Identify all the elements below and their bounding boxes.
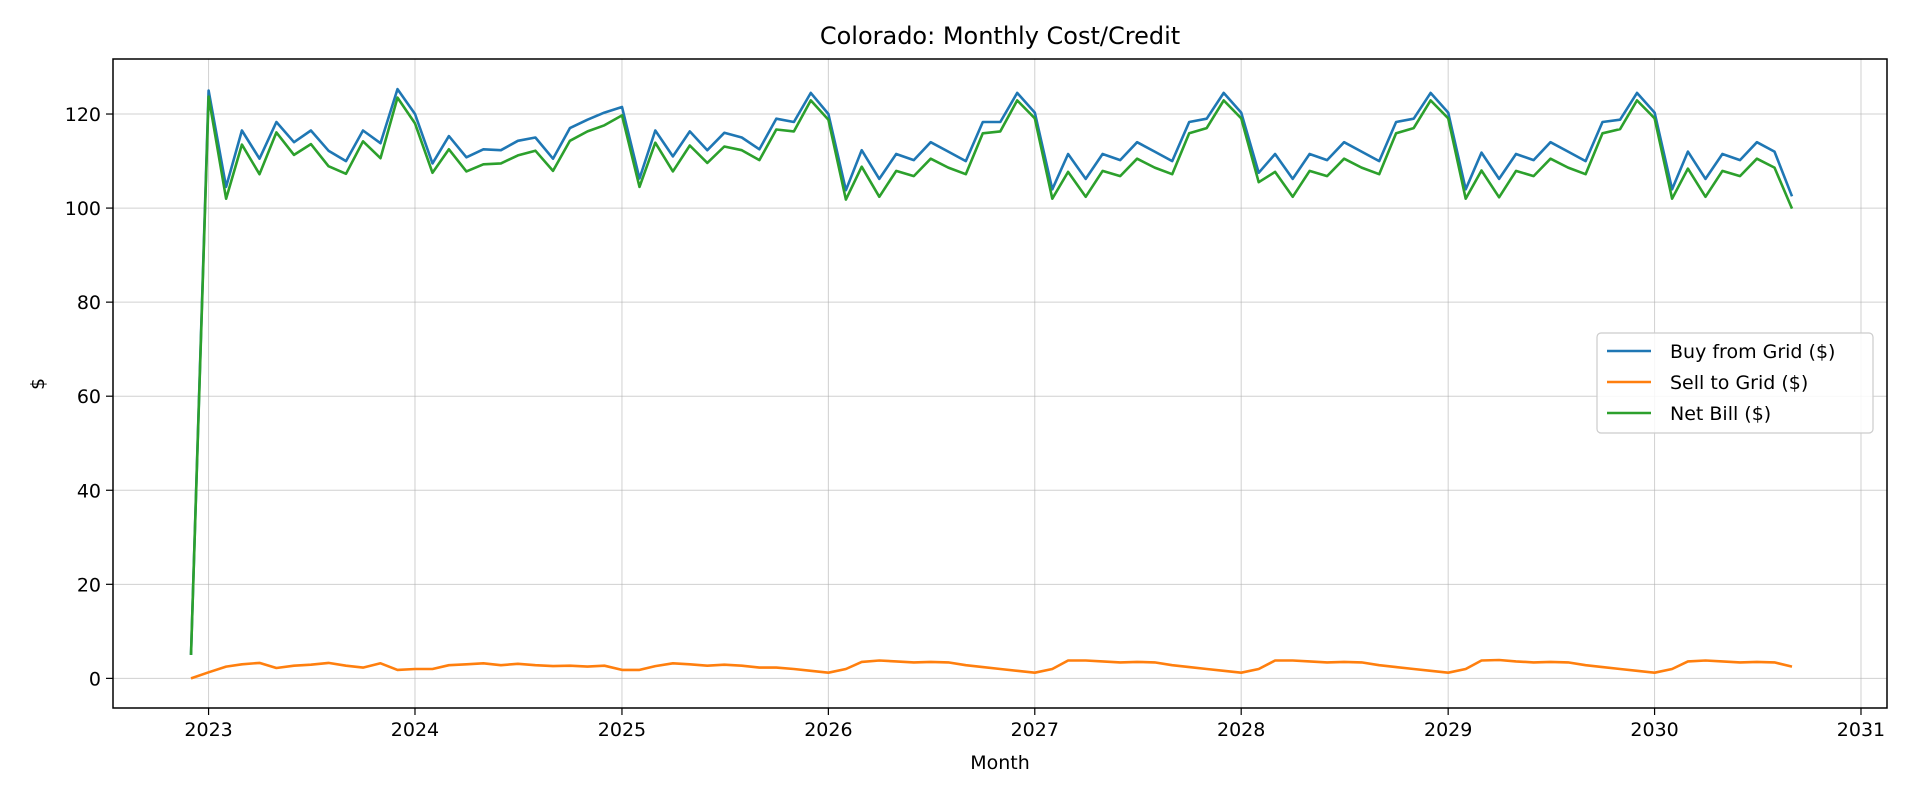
legend-label-2: Net Bill ($) xyxy=(1670,403,1771,425)
x-axis-ticks: 2023 2024 2025 2026 2027 2028 2029 2030 2031 xyxy=(184,708,1885,741)
series-line-0 xyxy=(189,87,1794,655)
series-line-2 xyxy=(189,95,1794,655)
legend-label-0: Buy from Grid ($) xyxy=(1670,341,1835,363)
y-tick-label: 20 xyxy=(77,574,101,596)
x-tick-label: 2030 xyxy=(1630,719,1678,741)
y-tick-label: 120 xyxy=(65,104,101,126)
y-axis-label: $ xyxy=(27,378,49,390)
legend: Buy from Grid ($) Sell to Grid ($) Net Bil… xyxy=(1596,332,1874,434)
x-tick-label: 2024 xyxy=(391,719,439,741)
chart-title: Colorado: Monthly Cost/Credit xyxy=(820,22,1180,50)
series-lines xyxy=(189,87,1794,680)
x-tick-label: 2025 xyxy=(598,719,646,741)
x-tick-label: 2023 xyxy=(184,719,232,741)
x-tick-label: 2027 xyxy=(1011,719,1059,741)
y-tick-label: 80 xyxy=(77,292,101,314)
y-tick-label: 100 xyxy=(65,198,101,220)
y-tick-label: 60 xyxy=(77,386,101,408)
legend-label-1: Sell to Grid ($) xyxy=(1670,372,1808,394)
x-tick-label: 2028 xyxy=(1217,719,1265,741)
plot-frame xyxy=(112,58,1888,709)
series-line-1 xyxy=(190,658,1793,680)
legend-box xyxy=(1596,332,1874,434)
x-tick-label: 2029 xyxy=(1424,719,1472,741)
x-tick-label: 2026 xyxy=(804,719,852,741)
x-axis-label: Month xyxy=(970,752,1030,774)
y-axis-ticks: 0 20 40 60 80 100 120 xyxy=(65,104,113,690)
y-tick-label: 40 xyxy=(77,480,101,502)
y-tick-label: 0 xyxy=(89,668,101,690)
x-tick-label: 2031 xyxy=(1837,719,1885,741)
